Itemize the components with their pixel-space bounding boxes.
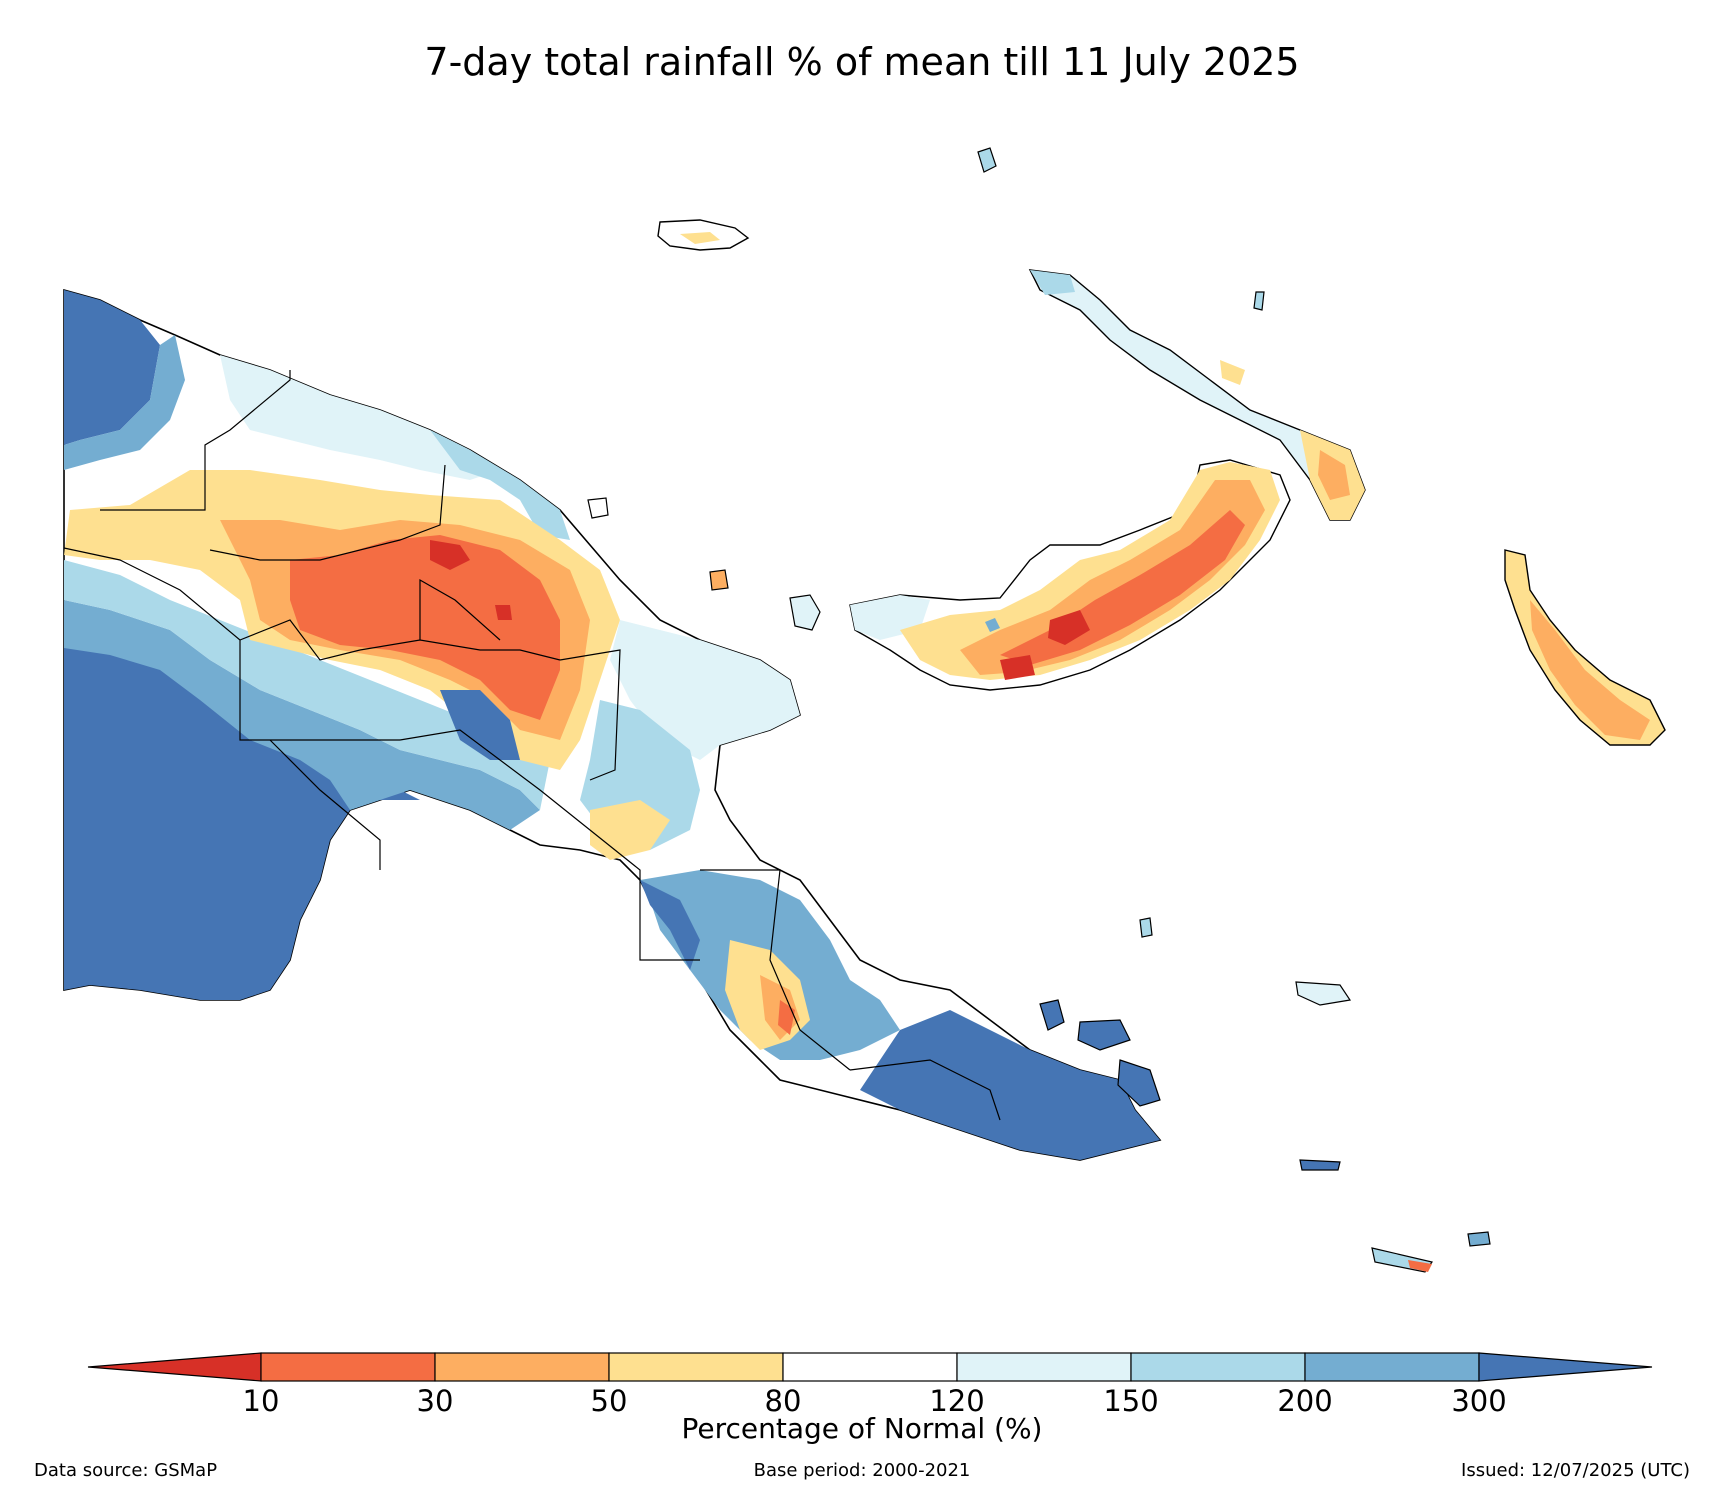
rossel-orange-tip <box>1408 1260 1432 1272</box>
colorbar-tick-200: 200 <box>1277 1384 1333 1418</box>
northwest-blue-ring <box>64 335 185 470</box>
long-island <box>709 569 729 591</box>
new-britain <box>849 459 1291 691</box>
colorbar-tick-150: 150 <box>1103 1384 1159 1418</box>
lae-yellow <box>590 800 670 860</box>
west-light-blue <box>64 560 550 810</box>
trobriand-island <box>1295 981 1352 1006</box>
bougainville-orange <box>1530 600 1650 740</box>
misima-island <box>1299 1159 1341 1171</box>
colorbar-tick-300: 300 <box>1451 1384 1507 1418</box>
new-britain-blue-spot <box>985 618 1000 632</box>
umboi-island <box>789 594 821 631</box>
rainfall-map <box>63 147 1666 1273</box>
goodenough-island <box>1039 999 1065 1031</box>
colorbar-bin-50-80 <box>608 1352 784 1382</box>
north-coast-blue <box>430 430 570 540</box>
bougainville <box>1504 549 1666 746</box>
karkar-island <box>587 497 609 519</box>
colorbar <box>87 1352 1653 1382</box>
data-source-note: Data source: GSMaP <box>34 1460 218 1481</box>
southeast-deep-blue <box>860 1010 1160 1160</box>
west-mid-blue <box>64 600 540 830</box>
colorbar-bin-10-30 <box>260 1352 436 1382</box>
normanby-island <box>1117 1059 1161 1107</box>
colorbar-bin-above-300 <box>1478 1352 1653 1382</box>
colorbar-tick-10: 10 <box>242 1384 280 1418</box>
manus-island <box>657 219 750 251</box>
north-islet-1 <box>977 147 997 173</box>
province-boundaries <box>63 370 1001 1121</box>
new-britain-red-2 <box>1000 655 1035 680</box>
map-title: 7-day total rainfall % of mean till 11 J… <box>424 40 1300 84</box>
base-period-note: Base period: 2000-2021 <box>753 1460 971 1481</box>
new-ireland <box>1028 269 1366 521</box>
new-hanover-blue <box>1030 270 1075 295</box>
southern-highlands-blue <box>440 690 520 760</box>
colorbar-bin-30-50 <box>434 1352 610 1382</box>
colorbar-bin-200-300 <box>1304 1352 1480 1382</box>
colorbar-bin-80-120 <box>782 1352 958 1382</box>
north-islet-2 <box>1253 291 1265 311</box>
new-britain-red <box>1048 610 1090 645</box>
coastal-blue-south <box>640 880 700 970</box>
fergusson-island <box>1077 1019 1131 1051</box>
new-ireland-orange <box>1318 450 1350 500</box>
colorbar-tick-80: 80 <box>764 1384 802 1418</box>
southwest-deep-blue <box>64 640 420 1000</box>
new-ireland-yellow-mid <box>1220 360 1245 385</box>
colorbar-bin-150-200 <box>1130 1352 1306 1382</box>
mainland-png <box>63 288 1162 1161</box>
issued-date-note: Issued: 12/07/2025 (UTC) <box>1461 1460 1690 1481</box>
highlands-red-1 <box>430 540 470 570</box>
north-coast-light-blue <box>220 355 500 480</box>
highlands-orange <box>290 535 560 720</box>
colorbar-tick-30: 30 <box>416 1384 454 1418</box>
colorbar-bin-below-10 <box>87 1352 262 1382</box>
highlands-red-2 <box>495 605 512 620</box>
woodlark-island <box>1139 917 1153 938</box>
colorbar-label: Percentage of Normal (%) <box>681 1412 1043 1445</box>
northwest-deep-blue <box>64 290 160 445</box>
colorbar-tick-120: 120 <box>929 1384 985 1418</box>
new-britain-orange <box>960 480 1265 675</box>
sudest-island <box>1467 1231 1491 1247</box>
colorbar-bin-120-150 <box>956 1352 1132 1382</box>
colorbar-tick-50: 50 <box>590 1384 628 1418</box>
